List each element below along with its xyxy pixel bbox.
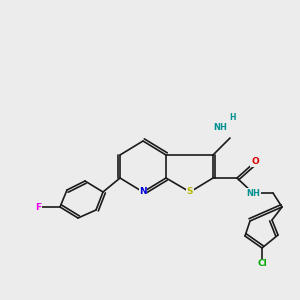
Text: NH: NH <box>246 188 260 197</box>
Text: N: N <box>139 188 147 196</box>
Text: Cl: Cl <box>257 260 267 268</box>
Text: O: O <box>251 158 259 166</box>
Text: NH: NH <box>213 124 227 133</box>
Text: H: H <box>229 113 235 122</box>
Text: S: S <box>187 188 193 196</box>
Text: F: F <box>35 202 41 211</box>
